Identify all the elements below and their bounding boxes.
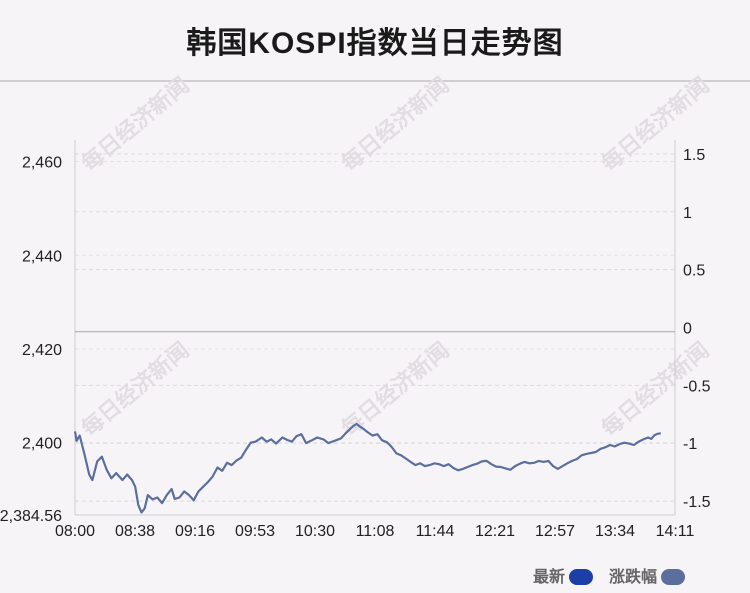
watermark-2: 每日经济新闻 <box>337 72 455 177</box>
y-left-tick-2: 2,420 <box>22 342 62 359</box>
tick-labels: 2,460 2,440 2,420 2,400 2,384.56 1.5 1 0.5 0 -0.5… <box>0 147 711 540</box>
y-right-tick-1: 1 <box>683 205 692 222</box>
y-left-tick-3: 2,400 <box>22 436 62 453</box>
y-right-tick-3: 0 <box>683 321 692 338</box>
x-tick-0: 08:00 <box>55 523 95 540</box>
x-tick-6: 11:44 <box>416 523 455 540</box>
legend-latest-swatch <box>569 569 594 585</box>
legend-latest[interactable]: 最新 <box>533 563 594 587</box>
watermark-4: 每日经济新闻 <box>77 337 195 442</box>
legend-change[interactable]: 涨跌幅 <box>609 563 686 587</box>
title-divider <box>0 80 750 82</box>
x-tick-2: 09:16 <box>175 523 215 540</box>
chart-title: 韩国KOSPI指数当日走势图 <box>186 27 564 60</box>
legend-change-swatch <box>661 569 686 585</box>
x-tick-4: 10:30 <box>295 523 335 540</box>
series-group <box>73 422 661 514</box>
axes <box>74 140 676 516</box>
series-line-0 <box>73 422 661 514</box>
legend-latest-label: 最新 <box>533 569 566 586</box>
legend-change-label: 涨跌幅 <box>609 569 658 586</box>
y-right-tick-6: -1.5 <box>683 494 711 511</box>
y-left-tick-4: 2,384.56 <box>0 508 62 525</box>
grid-lines <box>75 153 675 502</box>
y-right-tick-0: 1.5 <box>683 147 705 164</box>
x-tick-10: 14:11 <box>656 523 695 540</box>
y-left-tick-0: 2,460 <box>22 155 62 172</box>
x-tick-8: 12:57 <box>535 523 575 540</box>
x-tick-7: 12:21 <box>475 523 515 540</box>
y-right-tick-2: 0.5 <box>683 263 705 280</box>
x-tick-5: 11:08 <box>356 523 395 540</box>
y-right-tick-4: -0.5 <box>683 378 711 395</box>
x-tick-3: 09:53 <box>235 523 275 540</box>
x-tick-9: 13:34 <box>595 523 635 540</box>
y-left-tick-1: 2,440 <box>22 248 62 265</box>
y-right-tick-5: -1 <box>683 436 697 453</box>
x-tick-1: 08:38 <box>115 523 155 540</box>
